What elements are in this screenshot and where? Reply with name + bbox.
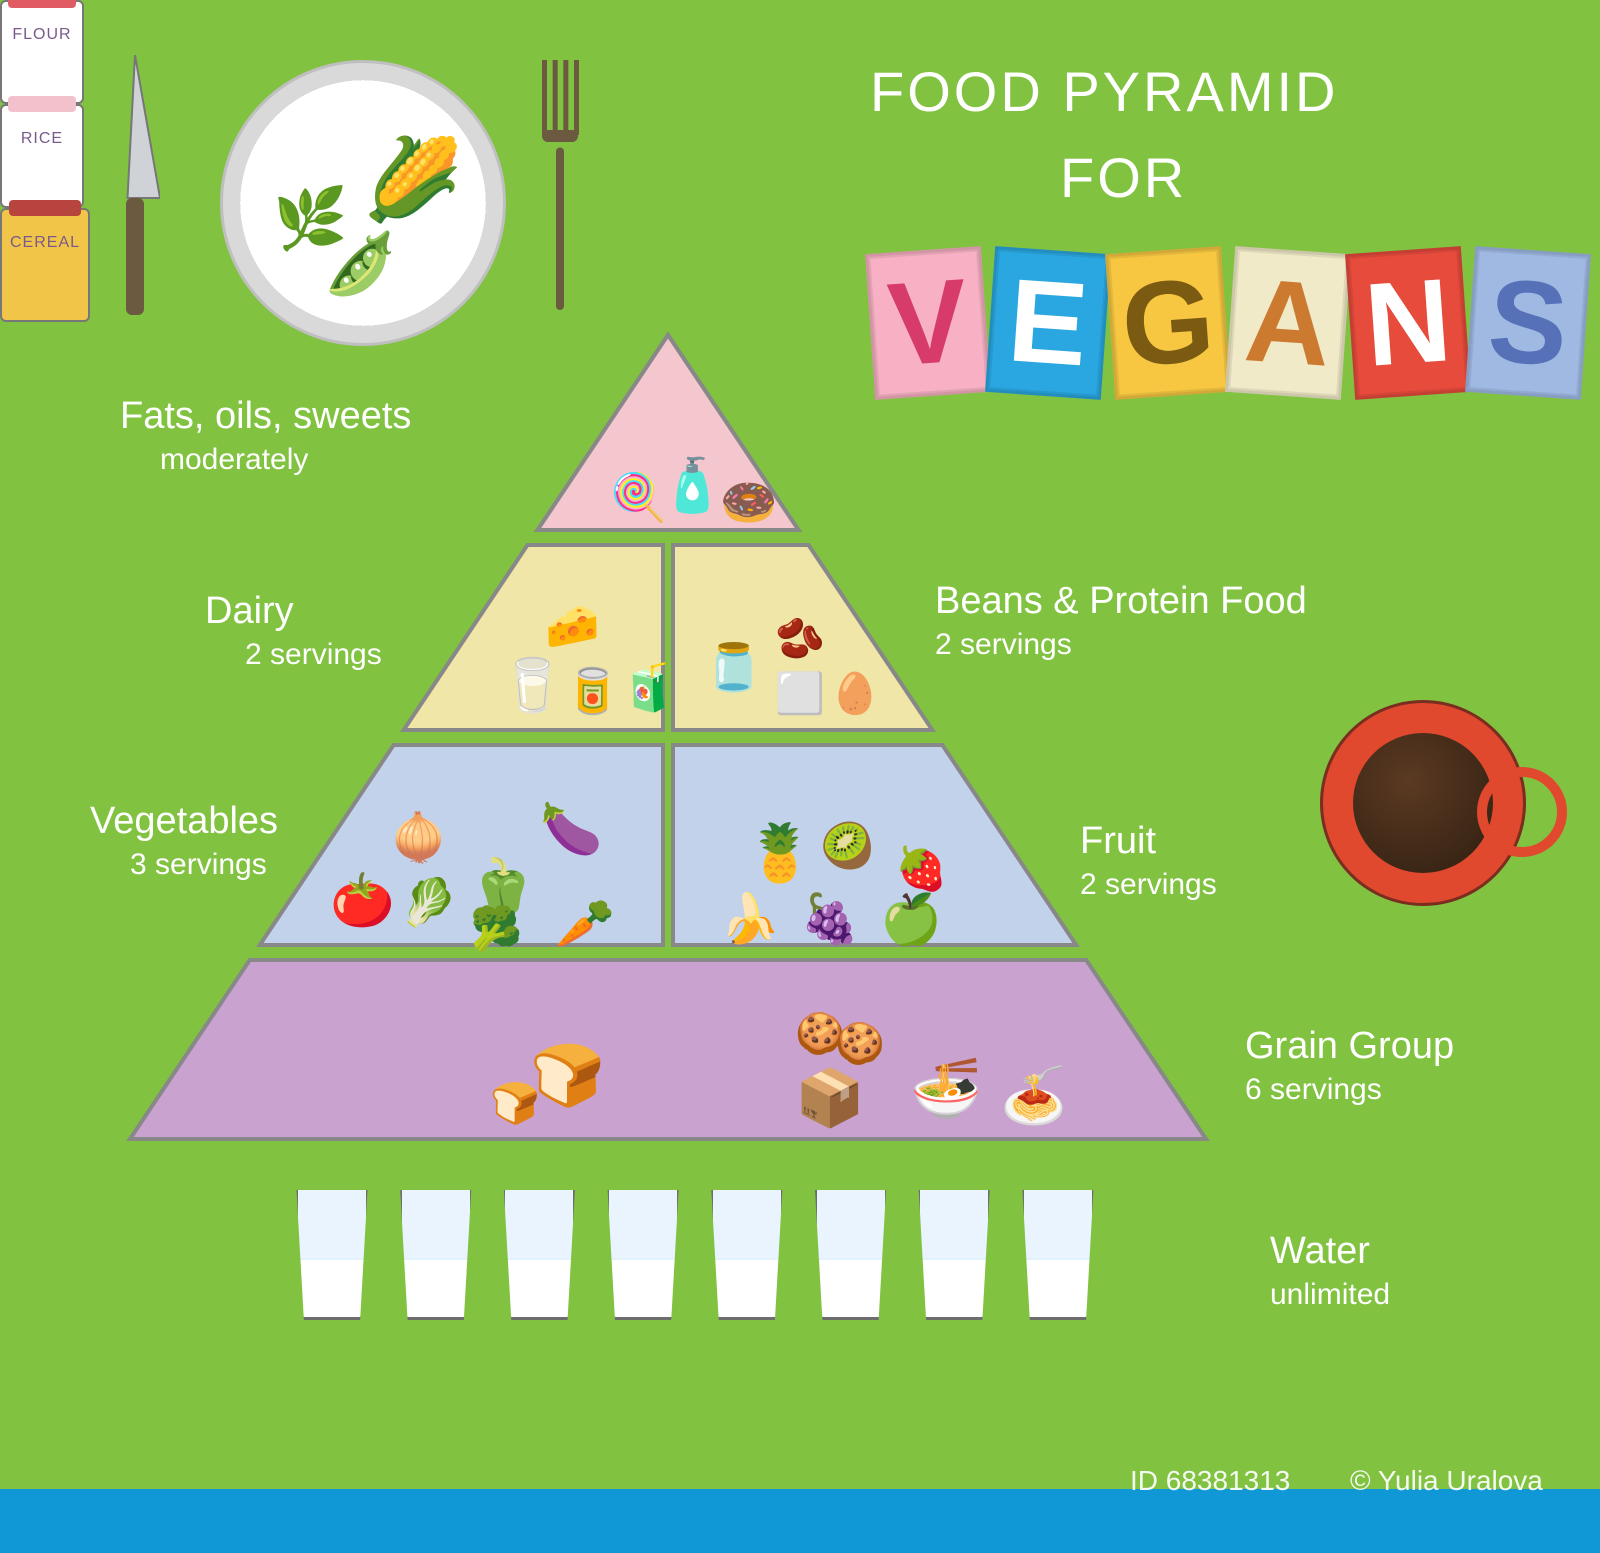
water-glass-cup <box>917 1190 991 1320</box>
rice-jar: RICE <box>0 104 84 208</box>
pasta-icon: 🍝 <box>1000 1065 1067 1128</box>
apple-icon: 🍏 <box>880 890 942 949</box>
label-water-title: Water <box>1270 1230 1390 1274</box>
watermark-id: ID 68381313 <box>1130 1465 1290 1497</box>
coffee-mug-icon <box>1320 700 1526 906</box>
corn-icon: 🌽 <box>363 133 463 227</box>
kiwi-icon: 🥝 <box>820 820 875 872</box>
peanut-butter-icon: 🫙 <box>705 640 762 695</box>
bread-slice-icon: 🍞 <box>490 1080 540 1127</box>
water-glass <box>710 1190 784 1320</box>
water-glass <box>814 1190 888 1320</box>
bottle-icon: 🧴 <box>660 455 725 516</box>
cookies-icon-2: 🍪 <box>835 1020 885 1067</box>
carrot-icon: 🥕 <box>555 895 615 952</box>
cabbage-icon: 🥬 <box>400 875 457 930</box>
label-water-sub: unlimited <box>1270 1278 1390 1313</box>
plate: 🌽🌿🫛 <box>220 60 506 346</box>
label-grain: Grain Group 6 servings <box>1245 1025 1454 1107</box>
flour-jar-lid <box>8 0 75 8</box>
label-grain-sub: 6 servings <box>1245 1073 1454 1108</box>
lollipop-icon: 🍭 <box>610 470 667 525</box>
label-dairy: Dairy 2 servings <box>205 590 382 672</box>
water-glass-cup <box>1021 1190 1095 1320</box>
vegans-letter-n: N <box>1345 246 1471 400</box>
cereal-box-label: CEREAL <box>10 234 80 252</box>
water-glass <box>399 1190 473 1320</box>
label-protein-sub: 2 servings <box>935 628 1307 663</box>
label-protein: Beans & Protein Food 2 servings <box>935 580 1307 662</box>
tomato-icon: 🍅 <box>330 870 395 931</box>
water-glass-cup <box>606 1190 680 1320</box>
watermark-author: © Yulia Uralova <box>1350 1465 1543 1497</box>
rice-jar-lid <box>8 96 75 112</box>
water-glass <box>502 1190 576 1320</box>
tofu-icon: ⬜ <box>775 670 825 717</box>
vegans-letter-v: V <box>865 246 991 400</box>
title-line-1: FOOD PYRAMID <box>870 60 1338 124</box>
water-glass-cup <box>502 1190 576 1320</box>
label-sweets-sub: moderately <box>160 443 411 478</box>
vegans-letter-e: E <box>985 246 1111 400</box>
water-glass <box>917 1190 991 1320</box>
title-line-2: FOR <box>1060 146 1187 210</box>
pea-icon: 🫛 <box>323 228 398 299</box>
water-glass-cup <box>814 1190 888 1320</box>
mug-handle <box>1477 767 1567 857</box>
water-row <box>295 1190 1095 1320</box>
label-water: Water unlimited <box>1270 1230 1390 1312</box>
footer-strip <box>0 1489 1600 1553</box>
yogurt-icon: 🥫 <box>565 665 620 717</box>
infographic-canvas: FOOD PYRAMIDFORVEGANS🍭🧴🍩🧀🥛🥫🧃🫙🫘⬜🥚🧅🍆🍅🥬🫑🥦🥕🍍… <box>0 0 1600 1553</box>
coffee-icon <box>1353 733 1493 873</box>
broccoli-icon: 🥦 <box>470 905 522 954</box>
label-vegetables-title: Vegetables <box>90 800 278 844</box>
cereal-box-lid <box>9 200 81 216</box>
label-sweets-title: Fats, oils, sweets <box>120 395 411 439</box>
water-glass-cup <box>295 1190 369 1320</box>
vegans-letter-a: A <box>1225 246 1351 400</box>
flour-jar: FLOUR <box>0 0 84 104</box>
knife-icon <box>110 55 160 315</box>
cereal-box: CEREAL <box>0 208 90 322</box>
beans-icon: 🫘 <box>775 615 825 662</box>
label-vegetables: Vegetables 3 servings <box>90 800 278 882</box>
carton-icon: 🧃 <box>620 660 677 715</box>
label-sweets: Fats, oils, sweets moderately <box>120 395 411 477</box>
egg-icon: 🥚 <box>830 670 880 717</box>
grapes-icon: 🍇 <box>800 890 860 947</box>
rice-jar-label: RICE <box>21 130 63 148</box>
label-vegetables-sub: 3 servings <box>130 848 278 883</box>
water-glass <box>606 1190 680 1320</box>
water-glass-cup <box>710 1190 784 1320</box>
eggplant-icon: 🍆 <box>540 800 602 859</box>
fork-icon <box>540 60 580 310</box>
banana-icon: 🍌 <box>720 890 780 947</box>
onion-icon: 🧅 <box>390 810 447 865</box>
milk-icon: 🥛 <box>500 655 565 716</box>
label-protein-title: Beans & Protein Food <box>935 580 1307 624</box>
flour-jar-label: FLOUR <box>12 26 71 44</box>
cheese-icon: 🧀 <box>545 600 600 652</box>
water-glass <box>295 1190 369 1320</box>
water-glass <box>1021 1190 1095 1320</box>
donut-icon: 🍩 <box>720 475 777 530</box>
label-dairy-sub: 2 servings <box>245 638 382 673</box>
label-fruit-sub: 2 servings <box>1080 868 1217 903</box>
bread-loaf-icon: 🍞 <box>530 1040 605 1111</box>
vegans-word: VEGANS <box>870 250 1586 396</box>
noodles-icon: 🍜 <box>910 1055 982 1123</box>
strawberry-icon: 🍓 <box>895 845 947 894</box>
label-grain-title: Grain Group <box>1245 1025 1454 1069</box>
label-fruit: Fruit 2 servings <box>1080 820 1217 902</box>
vegans-letter-s: S <box>1465 246 1591 400</box>
vegans-letter-g: G <box>1105 246 1231 400</box>
water-glass-cup <box>399 1190 473 1320</box>
bread-box-icon: 📦 <box>795 1065 865 1131</box>
label-dairy-title: Dairy <box>205 590 382 634</box>
pineapple-icon: 🍍 <box>745 820 815 886</box>
label-fruit-title: Fruit <box>1080 820 1217 864</box>
